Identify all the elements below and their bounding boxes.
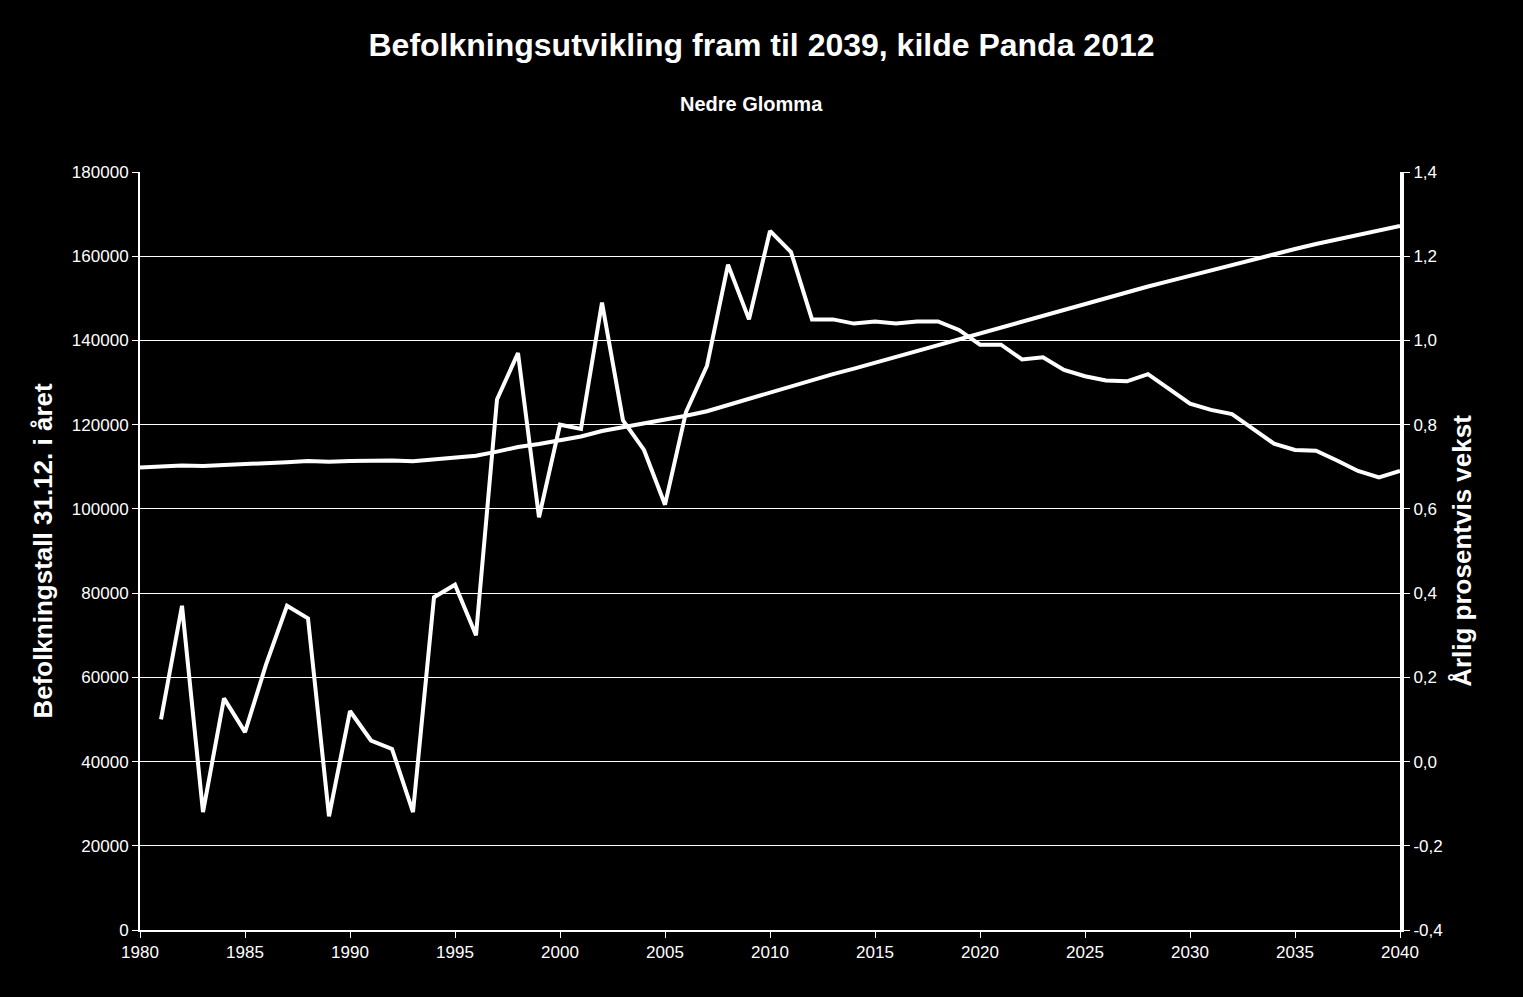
svg-text:2000: 2000 [541,943,579,962]
svg-text:80000: 80000 [81,584,128,603]
svg-text:60000: 60000 [81,668,128,687]
svg-text:2005: 2005 [646,943,684,962]
svg-text:1,0: 1,0 [1413,331,1437,350]
svg-text:1,2: 1,2 [1413,247,1437,266]
svg-text:1,4: 1,4 [1413,163,1437,182]
svg-text:0,6: 0,6 [1413,500,1437,519]
svg-text:0,0: 0,0 [1413,753,1437,772]
svg-text:1980: 1980 [121,943,159,962]
svg-text:Befolkningstall 31.12. i året: Befolkningstall 31.12. i året [28,383,58,719]
svg-text:2025: 2025 [1066,943,1104,962]
svg-text:0,2: 0,2 [1413,668,1437,687]
svg-text:1995: 1995 [436,943,474,962]
svg-text:160000: 160000 [72,247,129,266]
svg-text:1985: 1985 [226,943,264,962]
svg-text:Nedre Glomma: Nedre Glomma [680,93,823,115]
svg-text:20000: 20000 [81,837,128,856]
svg-text:-0,4: -0,4 [1413,921,1442,940]
svg-text:Årlig prosentvis vekst: Årlig prosentvis vekst [1447,415,1477,687]
svg-text:0,4: 0,4 [1413,584,1437,603]
svg-text:2015: 2015 [856,943,894,962]
svg-text:-0,2: -0,2 [1413,837,1442,856]
svg-text:0,8: 0,8 [1413,416,1437,435]
svg-text:40000: 40000 [81,753,128,772]
svg-text:2030: 2030 [1171,943,1209,962]
svg-text:120000: 120000 [72,416,129,435]
svg-text:Befolkningsutvikling fram til: Befolkningsutvikling fram til 2039, kild… [368,27,1154,63]
svg-text:100000: 100000 [72,500,129,519]
svg-text:2035: 2035 [1276,943,1314,962]
svg-text:2040: 2040 [1381,943,1419,962]
svg-text:2020: 2020 [961,943,999,962]
svg-text:0: 0 [119,921,128,940]
svg-text:140000: 140000 [72,331,129,350]
svg-text:2010: 2010 [751,943,789,962]
svg-text:180000: 180000 [72,163,129,182]
svg-text:1990: 1990 [331,943,369,962]
